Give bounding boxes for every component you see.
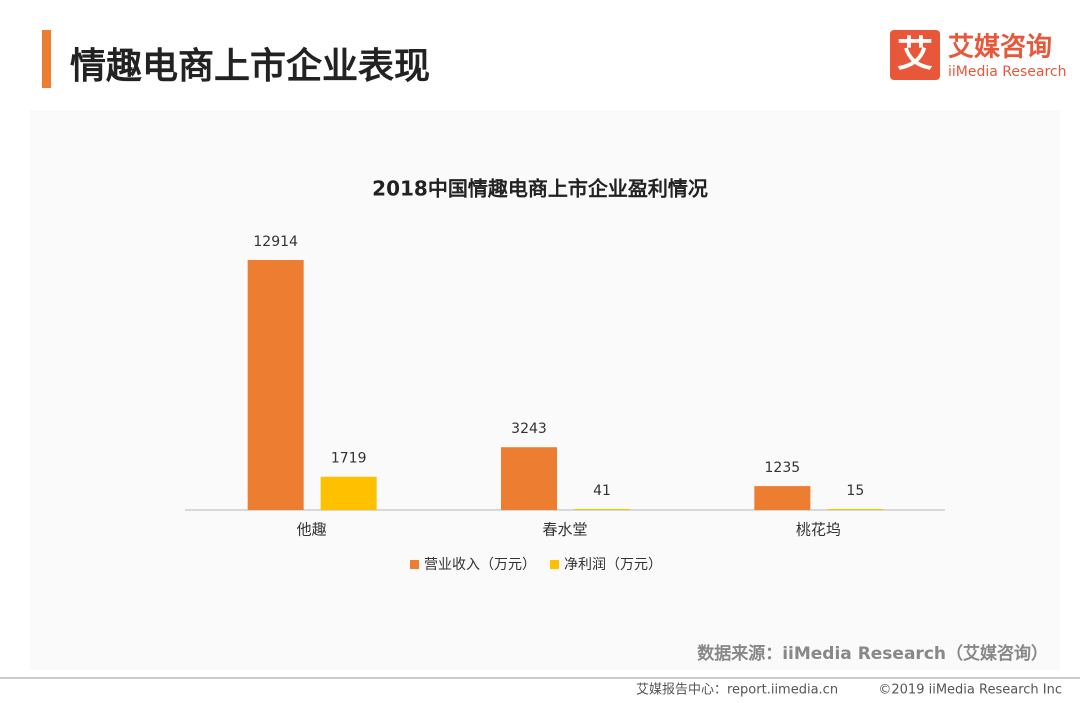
bar — [501, 447, 557, 510]
legend-label: 净利润（万元） — [564, 557, 662, 573]
bar — [574, 509, 630, 510]
logo-box — [890, 30, 940, 80]
legend-label: 营业收入（万元） — [424, 557, 536, 573]
data-label: 41 — [593, 483, 611, 499]
source: 数据来源：iiMedia Research（艾媒咨询） — [697, 643, 1048, 664]
data-label: 1235 — [765, 460, 801, 476]
x-tick-label: 他趣 — [297, 521, 327, 539]
data-label: 3243 — [511, 421, 547, 437]
panel — [30, 110, 1060, 670]
footer-left: 艾媒报告中心：report.iimedia.cn — [636, 683, 838, 698]
logo-mark: 艾 — [897, 34, 933, 75]
bar — [754, 486, 811, 510]
page-title: 情趣电商上市企业表现 — [70, 45, 430, 87]
plot: 他趣 12914 1719 春水堂 3243 41 桃花坞 1235 15 营业收入（万元） 净利润… — [247, 234, 884, 573]
data-label: 15 — [846, 483, 864, 499]
title-accent — [42, 30, 51, 88]
bar — [320, 476, 377, 510]
x-tick-label: 春水堂 — [542, 521, 587, 539]
data-label: 12914 — [253, 234, 298, 250]
legend-swatch — [410, 560, 419, 569]
chart-title: 2018中国情趣电商上市企业盈利情况 — [372, 177, 708, 201]
bar — [247, 260, 304, 510]
data-label: 1719 — [331, 451, 367, 467]
footer-right: ©2019 iiMedia Research Inc — [878, 683, 1062, 698]
legend-swatch — [550, 560, 559, 569]
bar — [827, 509, 884, 510]
logo-name: 艾媒咨询 — [948, 32, 1052, 63]
logo-sub: iiMedia Research — [948, 64, 1067, 80]
x-tick-label: 桃花坞 — [796, 521, 841, 539]
